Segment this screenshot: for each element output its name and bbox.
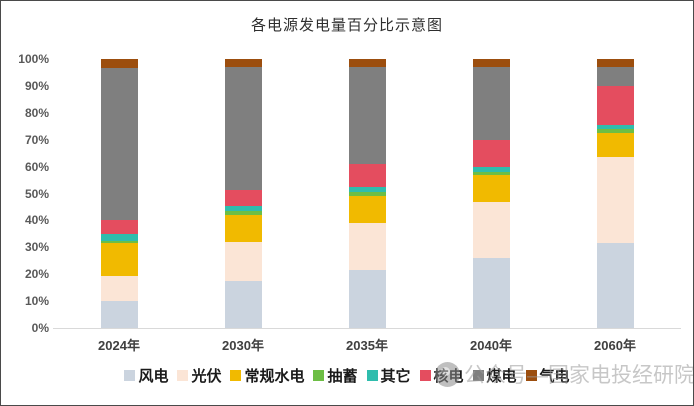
- legend-swatch-icon: [472, 370, 484, 381]
- bar-segment-光伏: [596, 157, 634, 244]
- legend-swatch-icon: [177, 370, 189, 381]
- legend-item-气电: 气电: [525, 365, 570, 386]
- legend-label: 其它: [380, 368, 411, 385]
- bar-segment-光伏: [224, 241, 262, 281]
- legend-item-核电: 核电: [419, 365, 464, 386]
- bar-segment-气电: [348, 59, 386, 68]
- legend-label: 核电: [433, 368, 464, 385]
- chart-title: 各电源发电量百分比示意图: [250, 17, 443, 34]
- bar-segment-煤电: [100, 68, 138, 221]
- bar-slot-2024年: [57, 59, 181, 328]
- x-tick-label: 2030年: [222, 338, 264, 353]
- legend-swatch-icon: [230, 370, 242, 381]
- legend-item-常规水电: 常规水电: [230, 365, 304, 386]
- bar-segment-风电: [596, 243, 634, 328]
- bar-segment-风电: [100, 301, 138, 328]
- legend-item-煤电: 煤电: [472, 365, 517, 386]
- y-tick-label: 90%: [24, 78, 49, 93]
- bar-segment-其它: [348, 186, 386, 193]
- bar-segment-核电: [348, 163, 386, 187]
- bar-segment-常规水电: [100, 243, 138, 276]
- x-tick-label: 2024年: [98, 338, 140, 353]
- legend-swatch-icon: [313, 370, 325, 381]
- bar-segment-煤电: [596, 67, 634, 86]
- legend-item-其它: 其它: [366, 365, 411, 386]
- y-tick-label: 50%: [24, 186, 49, 201]
- bar-segment-光伏: [100, 275, 138, 302]
- bar-segment-常规水电: [224, 215, 262, 242]
- y-tick-label: 30%: [24, 240, 49, 255]
- bar-segment-风电: [224, 280, 262, 328]
- stacked-bar-2060年: [596, 59, 634, 328]
- legend-item-抽蓄: 抽蓄: [313, 365, 358, 386]
- bar-segment-抽蓄: [596, 128, 634, 133]
- bar-segment-风电: [348, 270, 386, 328]
- bar-segment-光伏: [472, 201, 510, 259]
- bar-segment-常规水电: [472, 174, 510, 202]
- bar-segment-核电: [224, 189, 262, 206]
- y-tick-label: 60%: [24, 159, 49, 174]
- stacked-bar-2035年: [348, 59, 386, 328]
- bar-segment-核电: [472, 139, 510, 167]
- legend-label: 气电: [539, 368, 570, 385]
- legend-swatch-icon: [124, 370, 136, 381]
- bar-slot-2060年: [553, 59, 677, 328]
- legend-swatch-icon: [525, 370, 537, 381]
- bar-segment-常规水电: [348, 196, 386, 224]
- x-tick-label: 2060年: [594, 338, 636, 353]
- chart-legend: 风电 光伏 常规水电 抽蓄 其它 核电 煤电 气电: [1, 365, 693, 386]
- x-tick-label: 2040年: [470, 338, 512, 353]
- bar-segment-光伏: [348, 223, 386, 271]
- bar-segment-气电: [472, 59, 510, 68]
- stacked-bar-2040年: [472, 59, 510, 328]
- bar-segment-核电: [596, 85, 634, 125]
- legend-item-风电: 风电: [124, 365, 168, 386]
- legend-label: 抽蓄: [327, 368, 358, 385]
- bar-segment-抽蓄: [100, 240, 138, 244]
- legend-label: 常规水电: [244, 368, 305, 385]
- bar-segment-气电: [100, 59, 138, 69]
- y-tick-label: 10%: [24, 294, 49, 309]
- y-tick-label: 80%: [24, 105, 49, 120]
- y-tick-label: 0%: [31, 321, 49, 335]
- bar-segment-常规水电: [596, 132, 634, 158]
- x-axis-line: [53, 328, 681, 329]
- legend-swatch-icon: [366, 370, 378, 381]
- x-tick-label: 2035年: [346, 338, 388, 353]
- legend-label: 风电: [138, 368, 169, 385]
- bar-segment-气电: [224, 59, 262, 68]
- bar-segment-其它: [224, 205, 262, 212]
- bar-segment-其它: [100, 233, 138, 241]
- stacked-bar-2024年: [100, 59, 138, 328]
- bar-slot-2030年: [181, 59, 305, 328]
- legend-item-光伏: 光伏: [177, 365, 221, 386]
- bar-slot-2035年: [305, 59, 429, 328]
- y-tick-label: 20%: [24, 267, 49, 282]
- bar-segment-抽蓄: [224, 211, 262, 216]
- bar-slot-2040年: [429, 59, 553, 328]
- plot-area: [57, 59, 677, 328]
- y-tick-label: 40%: [24, 213, 49, 228]
- stacked-bar-2030年: [224, 59, 262, 328]
- bar-segment-煤电: [224, 67, 262, 190]
- legend-label: 光伏: [191, 368, 222, 385]
- y-tick-label: 100%: [18, 52, 49, 66]
- bar-segment-其它: [472, 166, 510, 172]
- bar-segment-抽蓄: [348, 192, 386, 197]
- bar-segment-煤电: [472, 67, 510, 140]
- bar-segment-核电: [100, 220, 138, 234]
- bar-segment-气电: [596, 59, 634, 68]
- bar-segment-风电: [472, 258, 510, 328]
- legend-swatch-icon: [419, 370, 431, 381]
- legend-label: 煤电: [486, 368, 517, 385]
- bar-segment-抽蓄: [472, 172, 510, 175]
- bar-segment-其它: [596, 124, 634, 129]
- y-tick-label: 70%: [24, 132, 49, 147]
- bar-segment-煤电: [348, 67, 386, 164]
